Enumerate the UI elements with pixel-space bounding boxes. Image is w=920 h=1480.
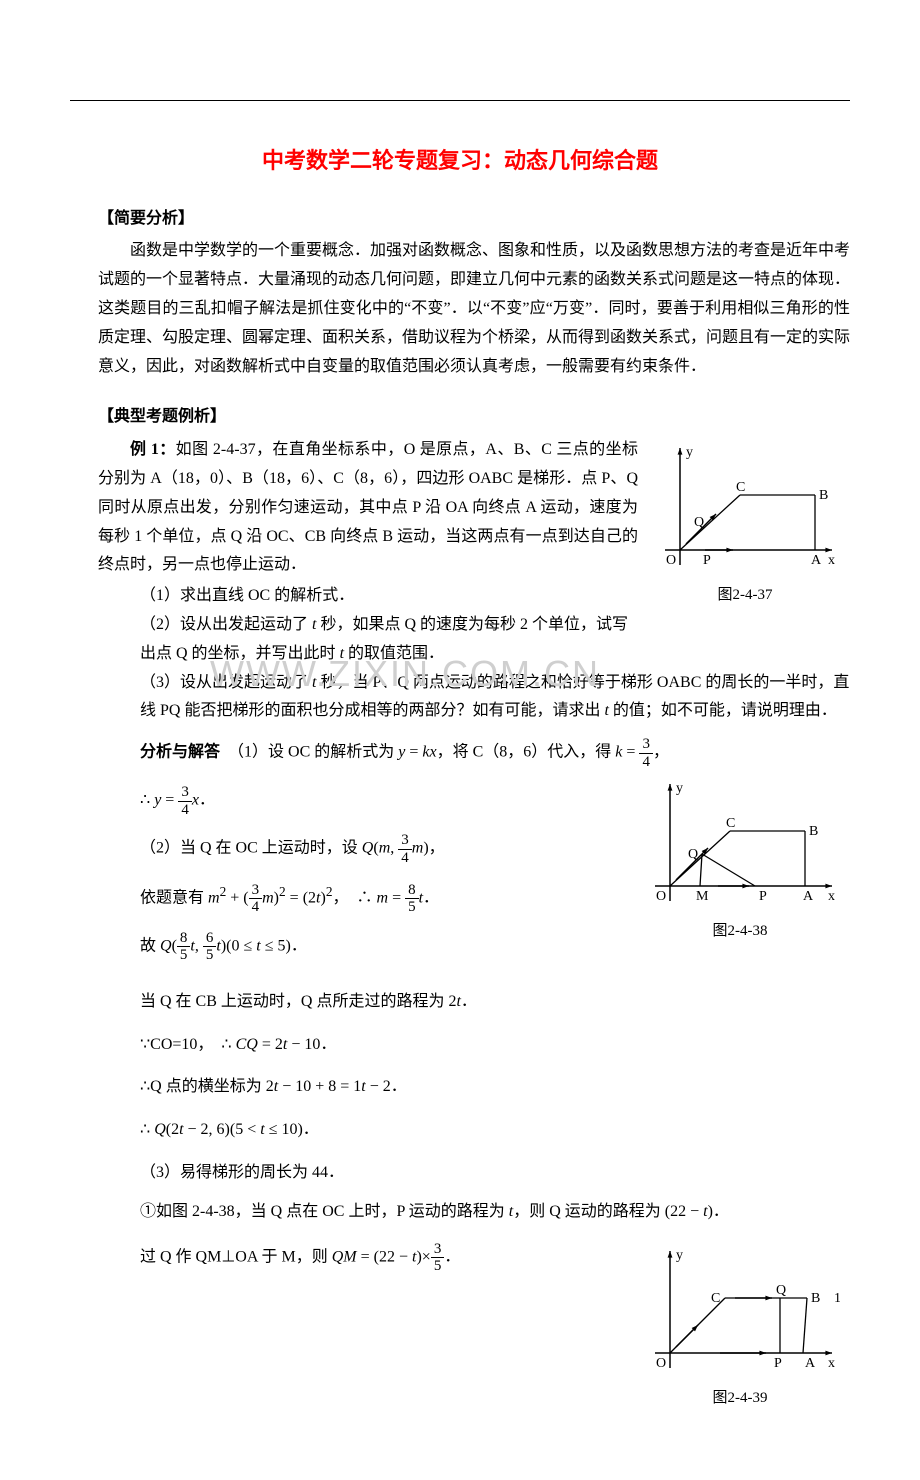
ans1c: ，	[653, 744, 669, 761]
svg-text:Q: Q	[688, 847, 698, 862]
figure-38-caption: 图2-4-38	[640, 918, 840, 945]
example-1-label: 例 1：	[130, 441, 176, 458]
l_Q: 故	[140, 937, 160, 954]
svg-text:x: x	[828, 553, 835, 568]
l_co2: ．	[320, 1036, 336, 1053]
ans3-line: （3）易得梯形的周长为 44．	[140, 1159, 850, 1188]
analysis-paragraph: 函数是中学数学的一个重要概念．加强对函数概念、图象和性质，以及函数思想方法的考查…	[98, 237, 850, 381]
svg-text:M: M	[696, 889, 709, 904]
q2-c: 的取值范围．	[344, 645, 444, 662]
question-2: （2）设从出发起运动了 t 秒，如果点 Q 的速度为每秒 2 个单位，试写出点 …	[140, 611, 850, 669]
svg-text:A: A	[805, 1356, 816, 1371]
l_Q2: ．	[291, 937, 307, 954]
question-3: （3）设从出发起运动了 t 秒，当 P、Q 两点运动的路程之和恰好等于梯形 OA…	[140, 669, 850, 727]
svg-text:B: B	[819, 488, 828, 503]
svg-text:C: C	[711, 1291, 720, 1306]
l_eqn1c: ．	[423, 889, 439, 906]
eq-co: ∵CO=10， ∴ CQ = 2t − 10．	[140, 1031, 850, 1060]
svg-text:y: y	[676, 1248, 683, 1263]
figure-2-4-38: O M P Ax y C B Q 图2-4-38	[640, 776, 840, 945]
page-title: 中考数学二轮专题复习：动态几何综合题	[70, 141, 850, 181]
svg-text:Q: Q	[694, 515, 704, 530]
svg-text:Q: Q	[776, 1283, 786, 1298]
section-heading-examples: 【典型考题例析】	[98, 403, 850, 432]
l_eqn1a: 依题意有	[140, 889, 208, 906]
eq-qc: ∴ Q(2t − 2, 6)(5 < t ≤ 10)．	[140, 1116, 850, 1145]
ans1a: （1）设 OC 的解析式为	[236, 744, 398, 761]
answer-line-1: 分析与解答 （1）设 OC 的解析式为 y = kx，将 C（8，6）代入，得 …	[140, 736, 850, 770]
ans1b: ，将 C（8，6）代入，得	[437, 744, 616, 761]
l_cb: 当 Q 在 CB 上运动时，Q 点所走过的路程为	[140, 993, 448, 1010]
svg-text:P: P	[774, 1356, 782, 1371]
eq-cb: 当 Q 在 CB 上运动时，Q 点所走过的路程为 2t．	[140, 988, 850, 1017]
svg-text:O: O	[656, 889, 666, 904]
figure-39-caption: 图2-4-39	[640, 1385, 840, 1412]
svg-text:1: 1	[834, 1291, 840, 1306]
answer-heading: 分析与解答	[140, 744, 220, 761]
ans2b: ，	[429, 840, 445, 857]
case1a: ①如图 2-4-38，当 Q 点在 OC 上时，P 运动的路程为	[140, 1203, 509, 1220]
l_y_eq: ∴	[140, 792, 154, 809]
case1b: ，则 Q 运动的路程为	[513, 1203, 665, 1220]
svg-text:A: A	[803, 889, 814, 904]
svg-text:O: O	[666, 553, 676, 568]
case1c: ．	[713, 1203, 729, 1220]
l_eqn1b: ， ∴	[332, 889, 376, 906]
l_qm2: ．	[444, 1248, 460, 1265]
l_co1: ∵CO=10， ∴	[140, 1036, 236, 1053]
l_qx1: ∴Q 点的横坐标为	[140, 1078, 266, 1095]
svg-text:P: P	[703, 553, 711, 568]
figure-2-4-39: O P Ax y C B Q 1 图2-4-39	[640, 1243, 840, 1412]
svg-text:x: x	[828, 889, 835, 904]
figure-37-caption: 图2-4-37	[650, 582, 840, 609]
ans2a: （2）当 Q 在 OC 上运动时，设	[140, 840, 362, 857]
l_qc2: ．	[303, 1121, 319, 1138]
figure-2-4-37: O P Ax y C B Q 图2-4-37	[650, 440, 840, 609]
q3-a: （3）设从出发起运动了	[140, 674, 312, 691]
l_qx2: ．	[391, 1078, 407, 1095]
example-1-body: 如图 2-4-37，在直角坐标系中，O 是原点，A、B、C 三点的坐标分别为 A…	[98, 441, 638, 573]
q2-a: （2）设从出发起运动了	[140, 616, 312, 633]
svg-text:C: C	[726, 816, 735, 831]
q3-c: 的值；如不可能，请说明理由．	[609, 702, 837, 719]
eq-qx: ∴Q 点的横坐标为 2t − 10 + 8 = 1t − 2．	[140, 1073, 850, 1102]
l_y_eq2: ．	[199, 792, 215, 809]
section-heading-analysis: 【简要分析】	[98, 205, 850, 234]
svg-text:A: A	[811, 553, 822, 568]
l_qc1: ∴	[140, 1121, 154, 1138]
svg-text:B: B	[809, 824, 818, 839]
case1-line: ①如图 2-4-38，当 Q 点在 OC 上时，P 运动的路程为 t，则 Q 运…	[140, 1198, 850, 1227]
svg-text:x: x	[828, 1356, 835, 1371]
svg-text:B: B	[811, 1291, 820, 1306]
svg-text:y: y	[676, 781, 683, 796]
top-rule	[70, 100, 850, 101]
svg-text:y: y	[686, 445, 693, 460]
svg-text:P: P	[759, 889, 767, 904]
svg-text:C: C	[736, 480, 745, 495]
l_cb2: ．	[461, 993, 477, 1010]
l_qm1: 过 Q 作 QM⊥OA 于 M，则	[140, 1248, 332, 1265]
svg-text:O: O	[656, 1356, 666, 1371]
